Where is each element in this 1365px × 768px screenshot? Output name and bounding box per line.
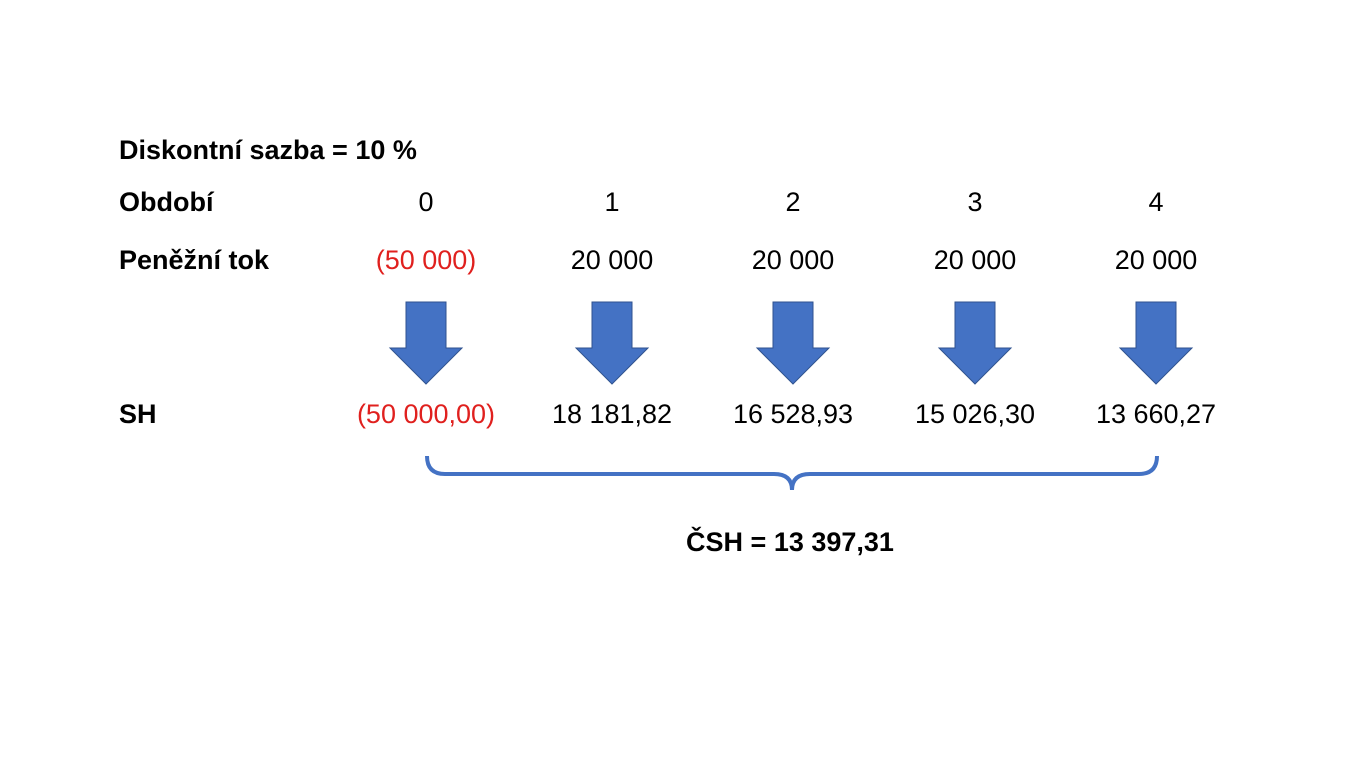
row-label: Peněžní tok [119,245,270,275]
cell: 16 528,93 [732,399,854,429]
cell: 1 [604,187,620,217]
cell: 20 000 [933,245,1017,275]
cell: (50 000) [375,245,477,275]
arrow [1118,301,1194,385]
cell: 4 [1148,187,1164,217]
cell: 0 [418,187,434,217]
cell: (50 000,00) [356,399,496,429]
cell: 20 000 [751,245,835,275]
arrow [755,301,831,385]
row-label: Období [119,187,214,217]
cell: 20 000 [570,245,654,275]
brace [425,455,1159,491]
cell: 2 [785,187,801,217]
cell: 18 181,82 [551,399,673,429]
title: Diskontní sazba = 10 % [119,135,417,165]
cell: 15 026,30 [914,399,1036,429]
cell: 20 000 [1114,245,1198,275]
cell: 3 [967,187,983,217]
arrow [574,301,650,385]
arrow [937,301,1013,385]
row-label: SH [119,399,157,429]
result: ČSH = 13 397,31 [686,527,894,557]
arrow [388,301,464,385]
cell: 13 660,27 [1095,399,1217,429]
